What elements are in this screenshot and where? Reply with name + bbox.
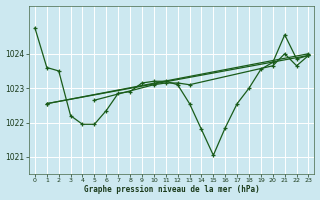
X-axis label: Graphe pression niveau de la mer (hPa): Graphe pression niveau de la mer (hPa) (84, 185, 260, 194)
